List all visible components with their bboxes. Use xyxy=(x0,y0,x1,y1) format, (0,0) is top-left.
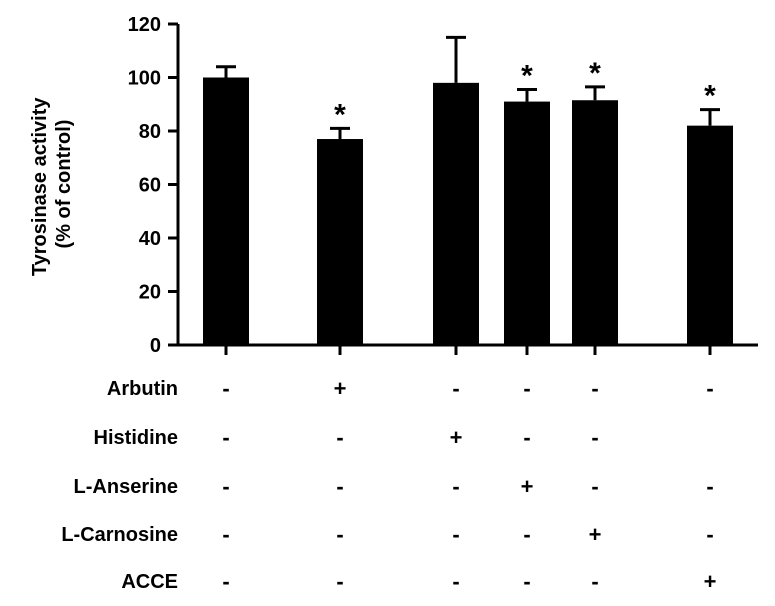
y-axis-title-line2: (% of control) xyxy=(53,120,75,249)
treatment-table: Arbutin - + - - - - Histidine - - + - - L-Anserine - - -… xyxy=(61,376,716,594)
y-tick-label: 20 xyxy=(139,282,161,304)
bars: * * * * xyxy=(203,35,733,346)
treatment-minus: - xyxy=(222,425,229,450)
significance-marker: * xyxy=(589,57,601,90)
x-axis xyxy=(178,343,758,355)
y-axis-title: Tyrosinase activity (% of control) xyxy=(29,92,75,276)
y-axis-title-line1: Tyrosinase activity xyxy=(29,97,51,276)
treatment-plus: + xyxy=(521,474,534,499)
bar-control xyxy=(203,77,249,345)
treatment-label-acce: ACCE xyxy=(121,571,178,593)
treatment-minus: - xyxy=(336,522,343,547)
treatment-minus: - xyxy=(452,474,459,499)
treatment-minus: - xyxy=(706,522,713,547)
treatment-minus: - xyxy=(222,376,229,401)
treatment-label-l-anserine: L-Anserine xyxy=(74,476,178,498)
treatment-minus: - xyxy=(591,425,598,450)
treatment-minus: - xyxy=(523,425,530,450)
treatment-label-arbutin: Arbutin xyxy=(107,378,178,400)
treatment-minus: - xyxy=(222,522,229,547)
treatment-minus: - xyxy=(452,522,459,547)
treatment-plus: + xyxy=(704,569,717,594)
treatment-minus: - xyxy=(222,474,229,499)
treatment-minus: - xyxy=(523,569,530,594)
treatment-minus: - xyxy=(523,376,530,401)
y-tick-label: 0 xyxy=(150,335,161,357)
y-tick-label: 120 xyxy=(128,14,161,36)
y-axis: 0 20 40 60 80 100 120 xyxy=(128,14,180,357)
treatment-minus: - xyxy=(336,425,343,450)
bar-l-anserine xyxy=(504,101,550,345)
treatment-minus: - xyxy=(452,569,459,594)
treatment-minus: - xyxy=(336,474,343,499)
y-tick-label: 100 xyxy=(128,68,161,90)
bar-acce xyxy=(687,125,733,346)
y-tick-label: 40 xyxy=(139,228,161,250)
treatment-plus: + xyxy=(334,376,347,401)
significance-marker: * xyxy=(521,60,533,93)
significance-marker: * xyxy=(704,80,716,113)
treatment-label-l-carnosine: L-Carnosine xyxy=(61,524,178,546)
treatment-plus: + xyxy=(589,522,602,547)
treatment-minus: - xyxy=(706,376,713,401)
treatment-minus: - xyxy=(591,376,598,401)
bar-histidine xyxy=(433,82,479,345)
treatment-minus: - xyxy=(591,569,598,594)
bar-arbutin xyxy=(317,139,363,345)
bar-l-carnosine xyxy=(572,100,618,345)
treatment-minus: - xyxy=(591,474,598,499)
treatment-minus: - xyxy=(523,522,530,547)
treatment-plus: + xyxy=(450,425,463,450)
treatment-minus: - xyxy=(706,474,713,499)
y-tick-label: 80 xyxy=(139,121,161,143)
significance-marker: * xyxy=(334,98,346,131)
treatment-minus: - xyxy=(222,569,229,594)
treatment-minus: - xyxy=(452,376,459,401)
treatment-label-histidine: Histidine xyxy=(94,427,178,449)
treatment-minus: - xyxy=(336,569,343,594)
y-tick-label: 60 xyxy=(139,175,161,197)
